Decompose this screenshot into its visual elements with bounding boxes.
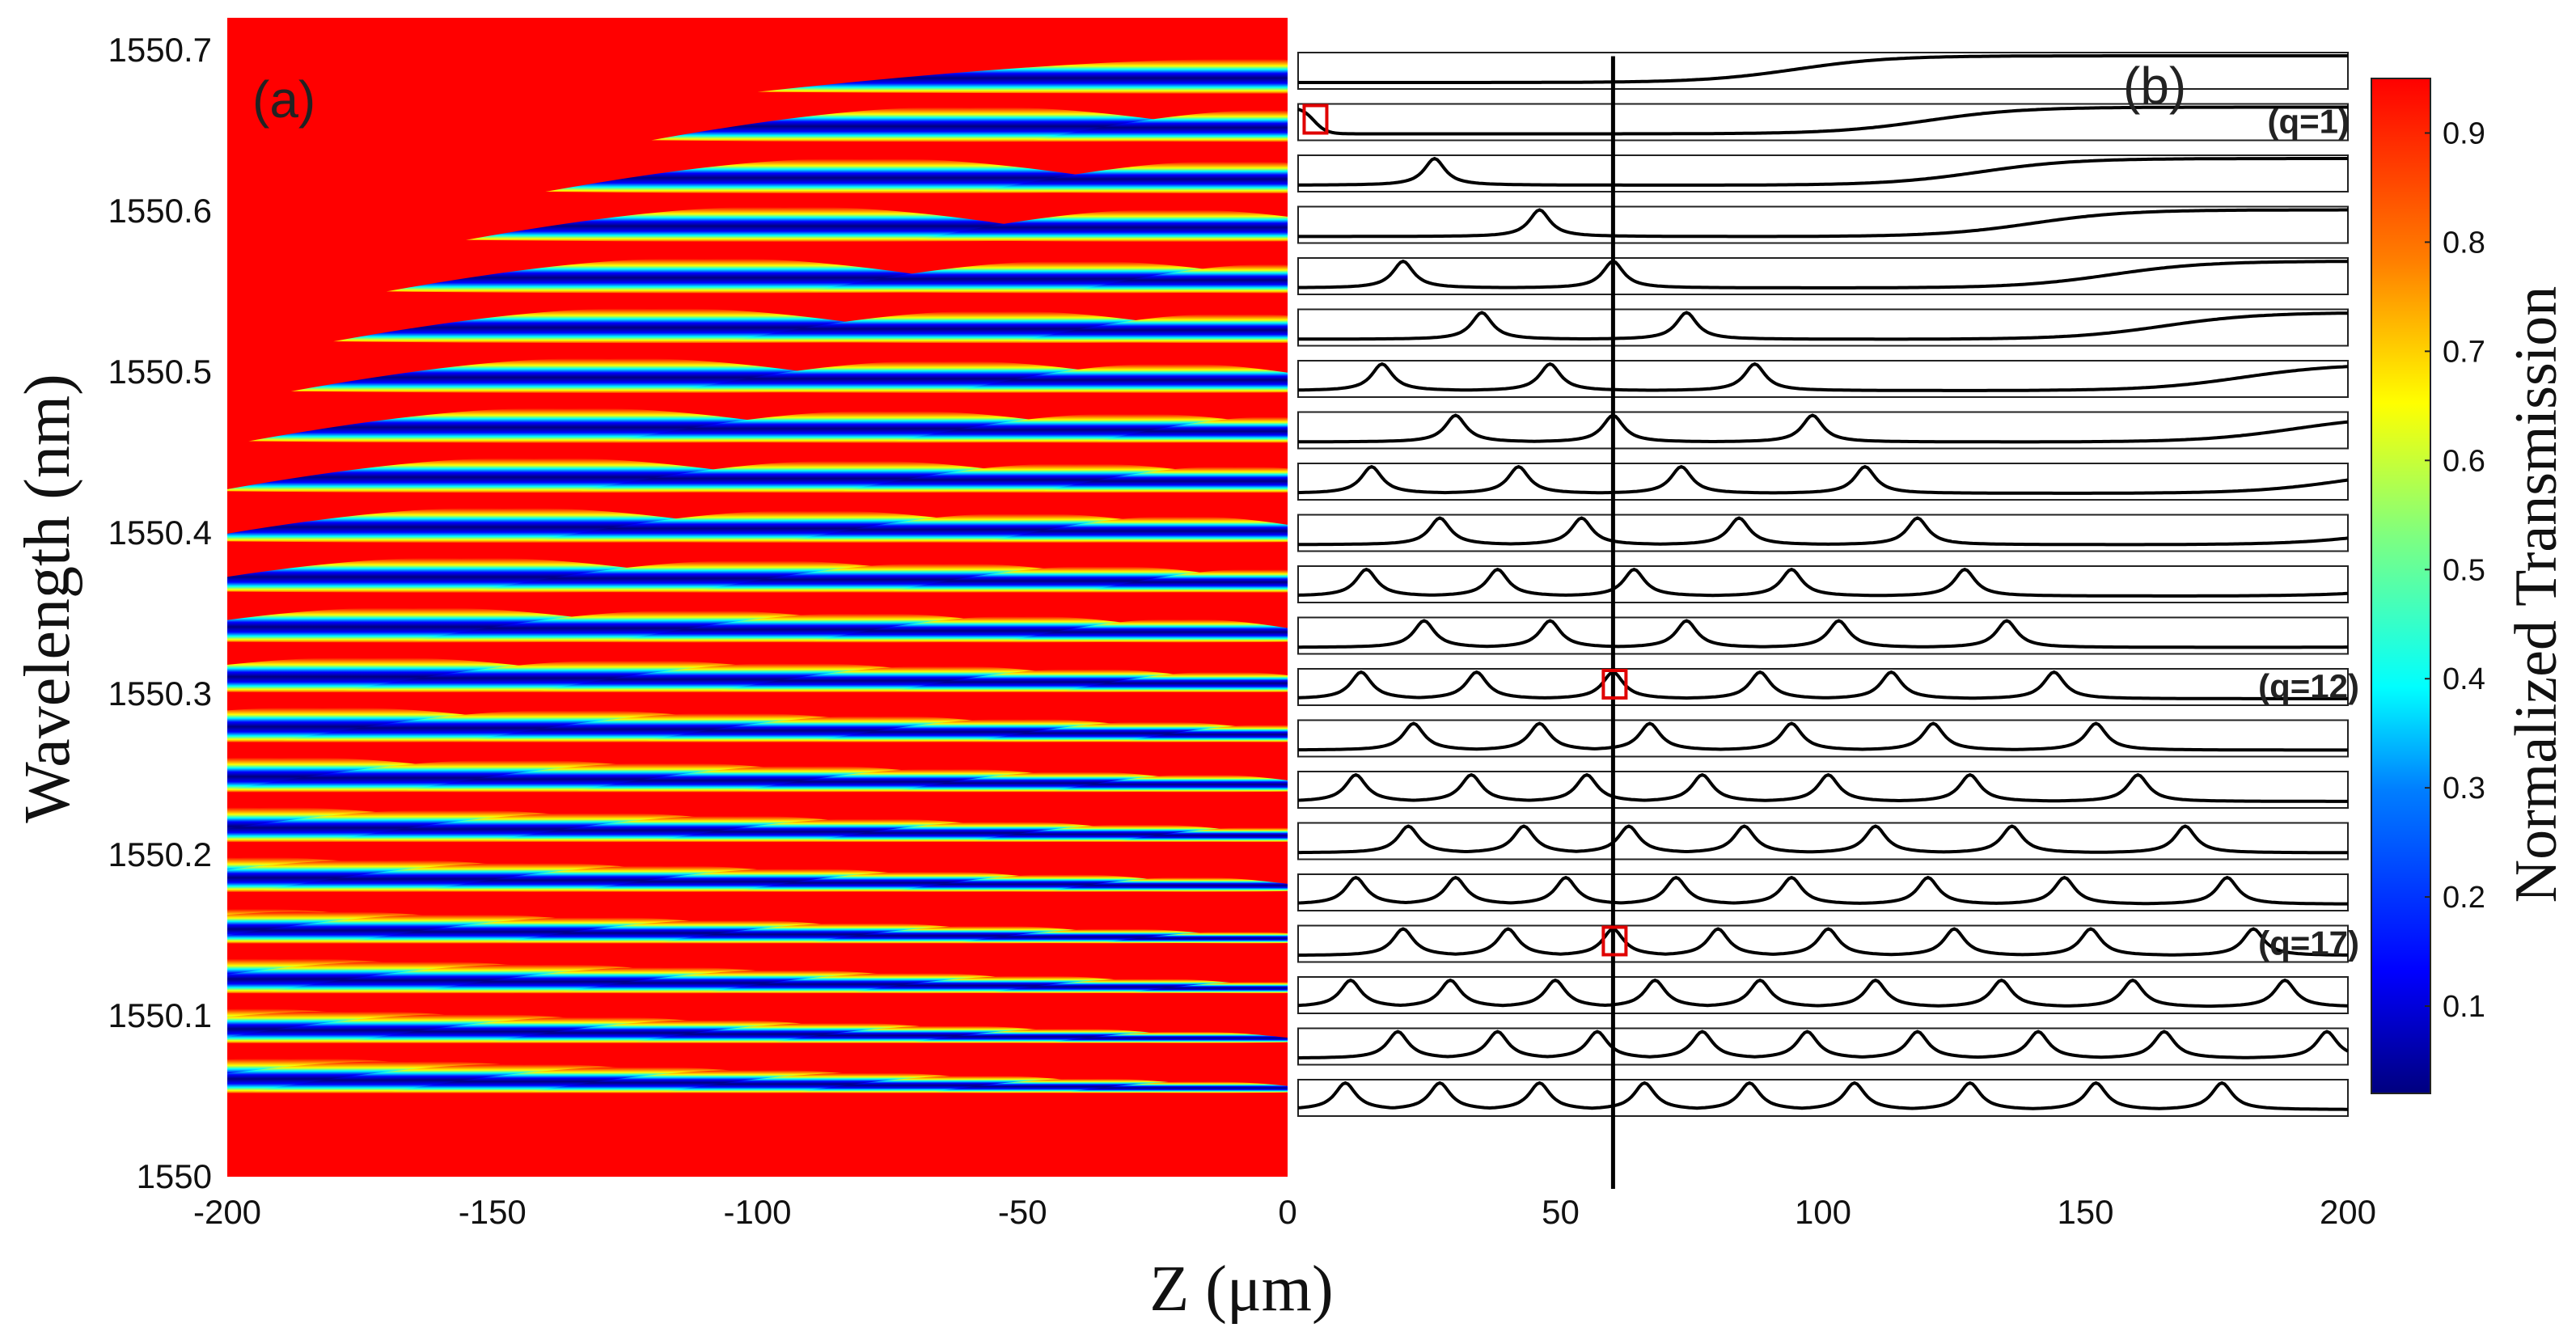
heatmap-band-lobe [465,207,1102,242]
colorbar-gradient [2371,78,2431,1094]
x-tick-label: -150 [459,1193,527,1231]
transmission-curve [1298,156,2348,187]
x-tick-label: 50 [1542,1193,1580,1231]
x-tick-label: 100 [1795,1193,1851,1231]
transmission-row-frame [1297,463,2349,501]
colorbar-ticks: 0.1 0.2 0.3 0.4 0.5 0.6 0.7 0.8 0.9 [2425,116,2485,1024]
transmission-row-frame [1297,154,2349,192]
heatmap-band-lobe [1054,775,1288,793]
transmission-curve [1298,516,2349,547]
transmission-curve [1298,259,2348,290]
transmission-curve [1297,464,2349,495]
x-tick-label: 200 [2320,1193,2376,1231]
heatmap-band-lobe [1051,877,1288,892]
transmission-curve [1297,105,2348,136]
heatmap-band-lobe [1064,672,1288,693]
heatmap-band-lobe [1053,1031,1288,1043]
y-tick-label: 1550.3 [108,674,212,713]
colorbar-tick-label: 0.3 [2443,772,2485,806]
colorbar-tick-label: 0.8 [2443,226,2485,260]
y-tick-label: 1550.7 [108,31,212,69]
heatmap-band-lobe [1088,569,1288,593]
transmission-curve [1297,362,2349,392]
transmission-curve [1298,721,2348,752]
transmission-curve [1298,1030,2350,1059]
transmission-curve [1297,670,2348,700]
transmission-curve [1298,54,2348,84]
line-panel-b [1297,52,2350,1117]
heatmap-band-lobe [1097,417,1288,443]
transmission-curve [1298,208,2348,239]
heatmap-band-lobe [1121,827,1288,843]
y-tick-label: 1550.2 [108,835,212,873]
heatmap-band-lobe [1071,264,1288,294]
colorbar-tick-label: 0.7 [2443,335,2485,369]
x-tick-label: 150 [2057,1193,2113,1231]
colorbar: 0.1 0.2 0.3 0.4 0.5 0.6 0.7 0.8 0.9 Normalized T… [2371,78,2570,1094]
y-axis-title: Wavelength (nm) [12,374,83,823]
x-tick-label: -100 [723,1193,791,1231]
q-label: (q=17) [2258,924,2359,962]
panel-b-label: (b) [2123,57,2186,115]
transmission-curve [1297,1080,2348,1111]
x-tick-label: 0 [1278,1193,1296,1231]
y-tick-label: 1550.5 [108,353,212,391]
transmission-row-frame [1297,976,2349,1014]
heatmap-band-lobe [1106,932,1288,944]
x-tick-label: -200 [193,1193,261,1231]
colorbar-tick-label: 0.9 [2443,116,2485,150]
highlight-marker [1601,669,1628,700]
heatmap-band-lobe [757,58,1288,94]
x-axis-title: Z (μm) [1149,1254,1333,1325]
transmission-row-frame [1297,411,2349,450]
colorbar-tick-label: 0.4 [2443,662,2485,696]
colorbar-tick-label: 0.5 [2443,553,2485,587]
q-label: (q=12) [2258,667,2359,705]
heatmap-band-lobe [1043,467,1288,493]
x-tick-label: -50 [998,1193,1047,1231]
heatmap-panel-a: (a) [227,18,1288,1177]
y-tick-label: 1550 [137,1157,212,1195]
colorbar-tick-label: 0.1 [2443,990,2485,1024]
y-axis-ticks: 1550 1550.1 1550.2 1550.3 1550.4 1550.5 1550.6… [108,31,212,1195]
heatmap-band-lobe [1018,314,1288,344]
transmission-curve [1298,311,2348,341]
transmission-curve [1298,927,2348,957]
highlight-marker [1302,104,1329,135]
y-tick-label: 1550.6 [108,192,212,230]
transmission-curve [1297,567,2349,598]
transmission-row-frame [1297,360,2349,398]
heatmap-band-lobe [954,364,1288,393]
colorbar-tick-label: 0.2 [2443,881,2485,915]
y-tick-label: 1550.4 [108,514,212,552]
heatmap-band-lobe [1033,110,1288,142]
transmission-curve [1297,978,2349,1009]
panel-a-label: (a) [252,70,315,129]
highlight-marker [1601,925,1628,957]
heatmap-band-lobe [916,209,1288,242]
transmission-row-frame [1297,1079,2349,1117]
heatmap-band-lobe [979,161,1288,194]
transmission-curve [1297,772,2348,803]
heatmap-band-lobe [1128,725,1288,742]
q-annotations: (q=1) (q=12) (q=17) [1302,103,2359,962]
colorbar-title: Normalized Transmission [2503,286,2570,903]
heatmap-band-lobe [1069,1081,1288,1093]
transmission-curve [1298,619,2348,649]
heatmap-band-lobe [990,516,1288,543]
transmission-curve [1298,413,2349,444]
transmission-curve [1298,824,2348,855]
heatmap-bands [227,58,1288,1093]
heatmap-band-lobe [1009,619,1288,643]
y-tick-label: 1550.1 [108,996,212,1034]
transmission-row-frame [1297,873,2349,911]
transmission-curve [1297,875,2348,906]
colorbar-tick-label: 0.6 [2443,444,2485,478]
x-axis-ticks: -200 -150 -100 -50 0 50 100 150 200 [193,1193,2376,1231]
heatmap-band-lobe [1133,982,1288,994]
q-label: (q=1) [2267,103,2350,141]
